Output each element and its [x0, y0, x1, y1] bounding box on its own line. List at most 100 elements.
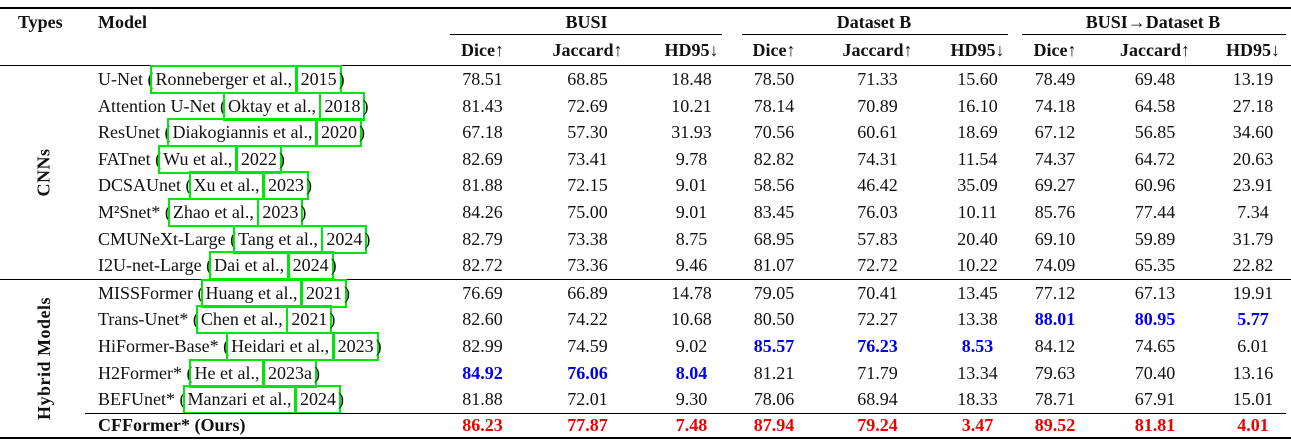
- cell-metric-value: 6.01: [1237, 335, 1269, 356]
- citation-year-box: 2023: [257, 197, 304, 227]
- metric-header-jaccard: Jaccard↑: [552, 40, 623, 60]
- comparison-table: Types Model BUSI Dataset B BUSI→Dataset …: [0, 7, 1291, 439]
- model-name: H2Former* (: [98, 362, 193, 383]
- table-header: Types Model BUSI Dataset B BUSI→Dataset …: [0, 9, 1291, 66]
- section-hybrid-models: Hybrid Models MISSFormer (Huang et al., 2…: [0, 278, 1291, 437]
- cell-metric-value: 13.45: [957, 282, 998, 303]
- cell-metric-value: 70.89: [857, 95, 898, 116]
- model-name-suffix: ): [329, 309, 336, 330]
- cell-types-spacer: [0, 93, 88, 120]
- cell-metric-value: 66.89: [567, 282, 608, 303]
- cell-model: CFFormer* (Ours): [88, 413, 440, 437]
- cell-metric-value: 72.72: [857, 255, 898, 276]
- model-name: I2U-net-Large (: [98, 255, 213, 276]
- citation-author-box: Tang et al.,: [233, 224, 323, 254]
- citation-author-box: Diakogiannis et al.,: [167, 118, 318, 148]
- model-name-suffix: ): [343, 282, 350, 303]
- cell-metric-value: 14.78: [671, 282, 712, 303]
- cell-metric-value: 23.91: [1232, 175, 1274, 196]
- cell-types-spacer: [0, 226, 88, 253]
- cell-metric-value: 82.60: [462, 309, 503, 330]
- citation-year-box: 2020: [315, 118, 362, 148]
- table-row: BEFUnet* (Manzari et al., 2024) 81.88 72.0…: [0, 385, 1291, 415]
- cell-metric-value: 10.21: [671, 95, 712, 116]
- citation-year-box: 2024: [287, 251, 334, 281]
- metric-header-dice: Dice↑: [461, 40, 504, 60]
- group-header-row: Types Model BUSI Dataset B BUSI→Dataset …: [0, 9, 1291, 35]
- cell-metric-value: 74.31: [857, 148, 898, 169]
- group-header-busi: BUSI: [440, 9, 733, 35]
- col-header-model: Model: [98, 12, 147, 32]
- table-row: Attention U-Net (Oktay et al., 2018) 81.4…: [0, 91, 1291, 121]
- cell-metric-value: 9.01: [675, 175, 708, 196]
- cell-metric-value: 68.95: [753, 228, 795, 249]
- cell-metric-value: 10.22: [957, 255, 998, 276]
- model-name: M²Snet* (: [98, 201, 171, 222]
- group-header-busi-to-dataset-b: BUSI→Dataset B: [1015, 9, 1291, 35]
- model-name: BEFUnet* (: [98, 389, 186, 410]
- cell-metric-value: 72.01: [567, 389, 608, 410]
- citation-author-box: He et al.,: [189, 358, 265, 388]
- cell-metric-value: 19.91: [1232, 282, 1274, 303]
- cell-metric-value: 71.79: [857, 362, 898, 383]
- section-cnns: CNNs U-Net (Ronneberger et al., 2015) 78.5…: [0, 65, 1291, 281]
- cell-metric-value: 77.87: [567, 414, 608, 435]
- metric-header-jaccard: Jaccard↑: [1120, 40, 1190, 60]
- cell-metric-value: 77.44: [1134, 201, 1176, 222]
- metric-header-spacer-model: [88, 35, 440, 65]
- cell-metric-value: 27.18: [1232, 95, 1274, 116]
- citation-author-box: Dai et al.,: [209, 251, 290, 281]
- cell-model: ResUnet (Diakogiannis et al., 2020): [88, 118, 440, 148]
- cell-metric-value: 67.13: [1134, 282, 1176, 303]
- cell-metric-value: 67.18: [462, 122, 503, 143]
- model-name: ResUnet (: [98, 122, 171, 143]
- model-name: CMUNeXt-Large (: [98, 228, 237, 249]
- cell-metric-value: 75.00: [567, 201, 608, 222]
- cell-metric-value: 18.33: [957, 389, 998, 410]
- cell-metric-value: 9.02: [675, 335, 708, 356]
- metric-header-hd95: HD95↓: [664, 40, 719, 60]
- cell-metric-value: 80.50: [753, 309, 795, 330]
- cell-metric-value: 82.82: [753, 148, 795, 169]
- cell-metric-value: 5.77: [1237, 309, 1269, 330]
- citation-author-box: Chen et al.,: [195, 305, 288, 335]
- cell-model: M²Snet* (Zhao et al., 2023): [88, 197, 440, 227]
- cell-metric-value: 85.57: [753, 335, 795, 356]
- cell-metric-value: 4.01: [1237, 414, 1269, 435]
- cell-metric-value: 74.22: [567, 309, 608, 330]
- model-name: Trans-Unet* (: [98, 309, 199, 330]
- citation-author-box: Wu et al.,: [158, 144, 238, 174]
- cell-types-spacer: [0, 66, 88, 93]
- model-name-suffix: ): [364, 228, 371, 249]
- cell-metric-value: 79.05: [753, 282, 795, 303]
- cell-metric-value: 70.40: [1134, 362, 1176, 383]
- cell-metric-value: 9.46: [675, 255, 708, 276]
- cell-metric-value: 81.88: [462, 175, 503, 196]
- cell-metric-value: 89.52: [1034, 414, 1076, 435]
- citation-author-box: Heidari et al.,: [226, 331, 335, 361]
- cell-metric-value: 84.26: [462, 201, 503, 222]
- model-name-suffix: ): [300, 201, 307, 222]
- cell-metric-value: 22.82: [1232, 255, 1274, 276]
- cell-model: FATnet (Wu et al., 2022): [88, 144, 440, 174]
- cell-metric-value: 10.11: [957, 201, 998, 222]
- cell-types-spacer: [0, 252, 88, 279]
- cell-metric-value: 15.01: [1232, 389, 1274, 410]
- table-row: I2U-net-Large (Dai et al., 2024) 82.72 73.…: [0, 251, 1291, 281]
- citation-year-box: 2018: [319, 91, 366, 121]
- cell-metric-value: 81.21: [753, 362, 795, 383]
- cell-metric-value: 82.79: [462, 228, 503, 249]
- cell-metric-value: 69.48: [1134, 69, 1176, 89]
- cell-metric-value: 34.60: [1232, 122, 1274, 143]
- citation-author-box: Zhao et al.,: [167, 197, 259, 227]
- cell-metric-value: 8.53: [961, 335, 994, 356]
- cell-metric-value: 76.03: [857, 201, 898, 222]
- cell-metric-value: 7.48: [675, 414, 708, 435]
- table-body: CNNs U-Net (Ronneberger et al., 2015) 78.5…: [0, 65, 1291, 437]
- model-name-suffix: ): [337, 389, 344, 410]
- cell-metric-value: 31.93: [671, 122, 712, 143]
- cell-metric-value: 70.41: [857, 282, 898, 303]
- table-row: CMUNeXt-Large (Tang et al., 2024) 82.79 73…: [0, 224, 1291, 254]
- model-name-suffix: ): [330, 255, 337, 276]
